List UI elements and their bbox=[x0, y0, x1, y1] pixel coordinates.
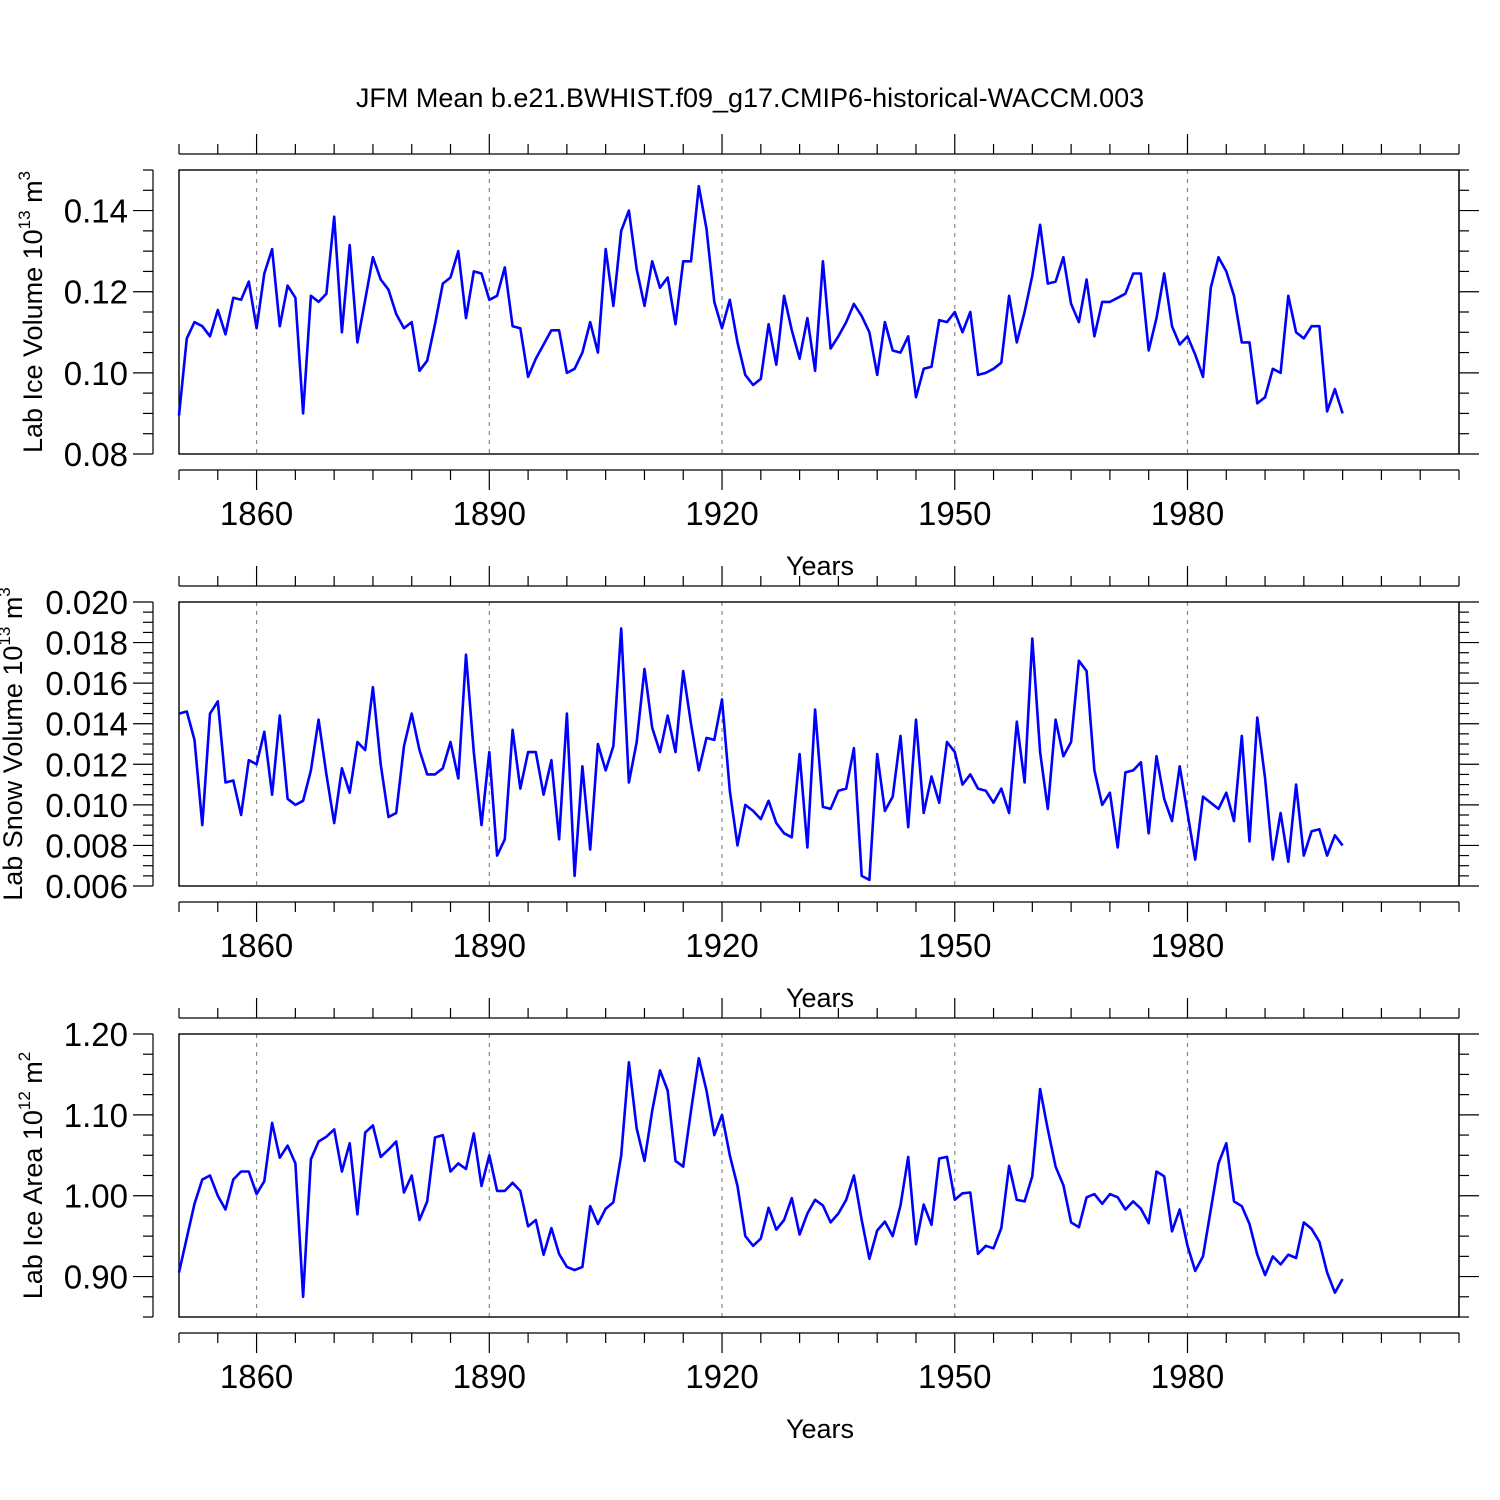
series-line-snow-volume bbox=[178, 627, 1344, 882]
x-tick-label: 1980 bbox=[1151, 495, 1224, 532]
x-tick-label: 1890 bbox=[453, 1358, 526, 1395]
y-tick-label: 0.08 bbox=[64, 436, 128, 473]
x-tick-label: 1920 bbox=[685, 1358, 758, 1395]
x-tick-label: 1980 bbox=[1151, 927, 1224, 964]
x-tick-label: 1920 bbox=[685, 927, 758, 964]
x-tick-label: 1890 bbox=[453, 495, 526, 532]
series-line-ice-area bbox=[177, 1057, 1344, 1299]
x-tick-label: 1950 bbox=[918, 1358, 991, 1395]
y-axis-label: Lab Ice Volume 1013 m3 bbox=[15, 171, 48, 453]
y-axis-label-unit-exponent: 2 bbox=[15, 1052, 34, 1061]
y-axis-label-unit: m bbox=[18, 180, 48, 210]
y-tick-label: 1.20 bbox=[64, 1016, 128, 1053]
x-tick-label: 1920 bbox=[685, 495, 758, 532]
y-tick-label: 0.12 bbox=[64, 274, 128, 311]
y-axis-label-unit-exponent: 3 bbox=[0, 587, 14, 596]
y-tick-label: 0.020 bbox=[45, 584, 128, 621]
y-axis-label: Lab Ice Area 1012 m2 bbox=[15, 1052, 48, 1300]
x-tick-label: 1860 bbox=[220, 927, 293, 964]
x-tick-label: 1890 bbox=[453, 927, 526, 964]
x-tick-label: 1950 bbox=[918, 495, 991, 532]
x-axis-label: Years bbox=[786, 983, 854, 1013]
panel-ice-volume: 1860 1890 1920 1950 1980 Years 0.08 0.10 0.12 0.1… bbox=[15, 134, 1479, 581]
y-tick-label: 0.018 bbox=[45, 625, 128, 662]
y-axis-label-unit: m bbox=[18, 1061, 48, 1091]
panel-snow-volume: 1860 1890 1920 1950 1980 Years 0.006 0.0080.010… bbox=[0, 566, 1479, 1013]
y-tick-label: 0.008 bbox=[45, 827, 128, 864]
x-axis-label: Years bbox=[786, 551, 854, 581]
x-axis-label: Years bbox=[786, 1414, 854, 1444]
plot-frame bbox=[178, 1033, 1460, 1318]
y-tick-label: 0.90 bbox=[64, 1259, 128, 1296]
y-axis-label-text: Lab Ice Area 10 bbox=[18, 1110, 48, 1299]
chart-title: JFM Mean b.e21.BWHIST.f09_g17.CMIP6-hist… bbox=[356, 83, 1144, 113]
y-tick-label: 1.00 bbox=[64, 1178, 128, 1215]
y-axis-label-exponent: 12 bbox=[15, 1091, 34, 1110]
y-tick-label: 0.010 bbox=[45, 787, 128, 824]
y-tick-label: 0.006 bbox=[45, 868, 128, 905]
y-tick-label: 0.14 bbox=[64, 193, 128, 230]
y-axis-label-unit-exponent: 3 bbox=[15, 171, 34, 180]
y-tick-label: 0.014 bbox=[45, 706, 128, 743]
y-axis-label-text: Lab Snow Volume 10 bbox=[0, 646, 28, 901]
panel-ice-area: 1860 1890 1920 1950 1980 Years 0.90 1.00 1.10 1.2… bbox=[15, 998, 1479, 1444]
y-axis-label-exponent: 13 bbox=[0, 627, 14, 646]
x-tick-label: 1860 bbox=[220, 1358, 293, 1395]
y-axis-label: Lab Snow Volume 1013 m3 bbox=[0, 587, 28, 901]
x-tick-label: 1950 bbox=[918, 927, 991, 964]
y-tick-label: 1.10 bbox=[64, 1097, 128, 1134]
y-axis-label-unit: m bbox=[0, 597, 28, 627]
y-tick-label: 0.016 bbox=[45, 665, 128, 702]
y-tick-label: 0.012 bbox=[45, 746, 128, 783]
x-tick-label: 1860 bbox=[220, 495, 293, 532]
y-axis-label-exponent: 13 bbox=[15, 210, 34, 229]
x-tick-label: 1980 bbox=[1151, 1358, 1224, 1395]
series-line-ice-volume bbox=[177, 184, 1344, 416]
y-axis-label-text: Lab Ice Volume 10 bbox=[18, 229, 48, 453]
y-tick-label: 0.10 bbox=[64, 355, 128, 392]
